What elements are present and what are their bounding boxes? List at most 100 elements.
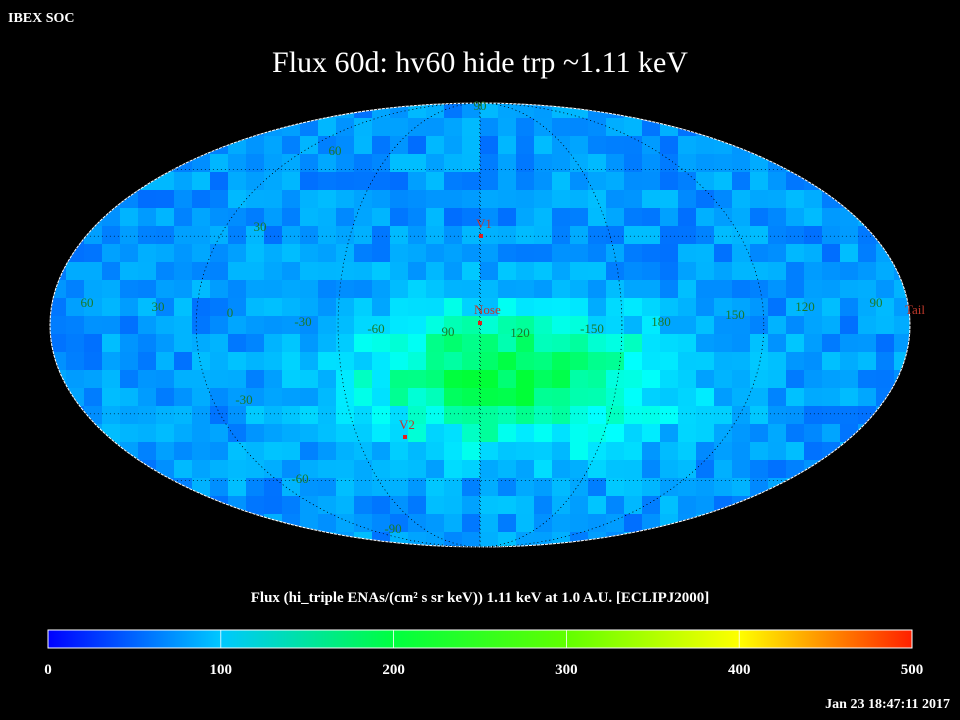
sky-cell [138,298,156,316]
sky-cell [264,316,282,334]
sky-cell [444,388,462,406]
sky-cell [426,190,444,208]
sky-cell [624,442,642,460]
sky-cell [372,406,390,424]
sky-cell [264,190,282,208]
sky-cell [858,334,876,352]
sky-cell [624,496,642,514]
colorbar-tick-label: 100 [210,662,233,678]
sky-cell [318,496,336,514]
sky-cell [822,244,840,262]
sky-cell [462,172,480,190]
sky-cell [354,406,372,424]
sky-cell [300,316,318,334]
sky-cell [354,424,372,442]
sky-cell [696,244,714,262]
sky-cell [300,370,318,388]
sky-cell [642,424,660,442]
sky-cell [732,334,750,352]
sky-cell [768,406,786,424]
sky-cell [696,208,714,226]
sky-cell [606,298,624,316]
sky-cell [498,316,516,334]
sky-cell [624,478,642,496]
sky-cell [66,460,84,478]
sky-cell [192,136,210,154]
sky-cell [156,172,174,190]
sky-cell [822,388,840,406]
sky-cell [228,532,246,547]
sky-cell [264,280,282,298]
sky-cell [894,496,910,514]
sky-cell [210,226,228,244]
sky-cell [660,262,678,280]
sky-cell [660,298,678,316]
sky-cell [66,190,84,208]
sky-cell [354,208,372,226]
sky-cell [714,370,732,388]
sky-cell [50,172,66,190]
sky-cell [84,442,102,460]
sky-cell [678,172,696,190]
sky-cell [66,154,84,172]
sky-cell [804,370,822,388]
sky-cell [228,280,246,298]
sky-cell [246,190,264,208]
sky-cell [210,388,228,406]
sky-cell [66,136,84,154]
sky-cell [804,352,822,370]
sky-cell [642,496,660,514]
sky-cell [192,496,210,514]
sky-cell [642,280,660,298]
colorbar-ticks: 0 100 200 300 400 500 [44,630,923,678]
sky-cell [732,460,750,478]
sky-cell [462,226,480,244]
sky-cell [300,280,318,298]
sky-cell [714,460,732,478]
sky-cell [534,352,552,370]
sky-cell [210,190,228,208]
sky-cell [678,280,696,298]
sky-cell [660,190,678,208]
sky-cell [84,460,102,478]
sky-cell [588,316,606,334]
sky-cell [786,424,804,442]
sky-cell [606,154,624,172]
sky-cell [300,190,318,208]
sky-cell [480,334,498,352]
sky-cell [840,103,858,118]
sky-cell [390,118,408,136]
colorbar [47,629,913,649]
sky-cell [552,334,570,352]
sky-cell [318,442,336,460]
sky-cell [822,352,840,370]
sky-cell [732,298,750,316]
sky-cell [552,298,570,316]
sky-cell [372,190,390,208]
sky-cell [660,208,678,226]
sky-cell [264,298,282,316]
sky-cell [696,388,714,406]
sky-cell [354,496,372,514]
sky-cell [390,190,408,208]
sky-cell [768,226,786,244]
sky-cell [660,172,678,190]
sky-cell [606,172,624,190]
sky-cell [354,316,372,334]
sky-cell [696,190,714,208]
sky-cell [660,226,678,244]
sky-cell [516,424,534,442]
sky-cell [840,460,858,478]
sky-cell [228,370,246,388]
sky-cell [444,316,462,334]
sky-cell [228,208,246,226]
sky-cell [570,514,588,532]
sky-cell [822,154,840,172]
sky-cell [156,280,174,298]
sky-cell [642,514,660,532]
sky-cell [534,190,552,208]
sky-cell [228,298,246,316]
sky-cell [50,280,66,298]
sky-cell [192,208,210,226]
sky-cell [912,100,930,118]
